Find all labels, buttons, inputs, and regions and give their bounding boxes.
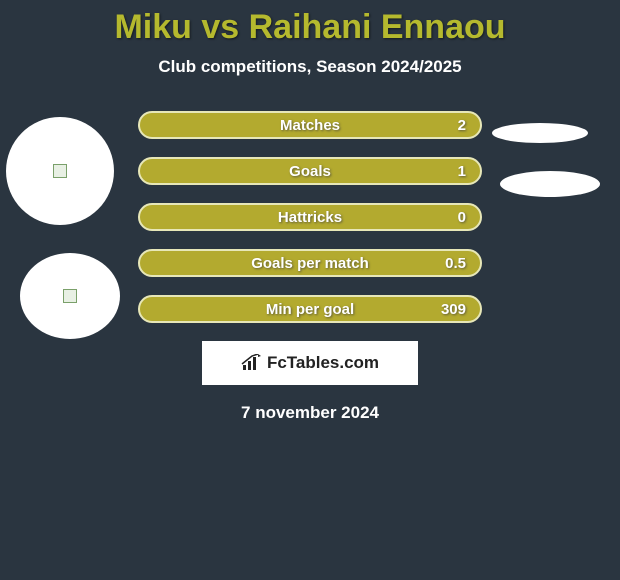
player2-avatar <box>20 253 120 339</box>
logo-text: FcTables.com <box>267 353 379 373</box>
stat-label: Goals <box>289 163 331 180</box>
stat-value: 0.5 <box>445 255 466 272</box>
stat-value: 309 <box>441 301 466 318</box>
right-pill-1 <box>492 123 588 143</box>
stat-label: Goals per match <box>251 255 369 272</box>
player1-avatar <box>6 117 114 225</box>
page-title: Miku vs Raihani Ennaou <box>0 0 620 47</box>
fctables-logo: FcTables.com <box>202 341 418 385</box>
stat-value: 0 <box>458 209 466 226</box>
bar-chart-icon <box>241 354 263 372</box>
content-area: Matches 2 Goals 1 Hattricks 0 Goals per … <box>0 111 620 423</box>
broken-image-icon <box>63 289 77 303</box>
stat-bars: Matches 2 Goals 1 Hattricks 0 Goals per … <box>138 111 482 323</box>
broken-image-icon <box>53 164 67 178</box>
stat-row-goals-per-match: Goals per match 0.5 <box>138 249 482 277</box>
stat-row-matches: Matches 2 <box>138 111 482 139</box>
stat-label: Hattricks <box>278 209 342 226</box>
stat-row-goals: Goals 1 <box>138 157 482 185</box>
page-subtitle: Club competitions, Season 2024/2025 <box>0 57 620 77</box>
stat-value: 2 <box>458 117 466 134</box>
stat-label: Matches <box>280 117 340 134</box>
stat-row-hattricks: Hattricks 0 <box>138 203 482 231</box>
stat-label: Min per goal <box>266 301 354 318</box>
stat-value: 1 <box>458 163 466 180</box>
right-pill-2 <box>500 171 600 197</box>
date-label: 7 november 2024 <box>0 403 620 423</box>
stat-row-min-per-goal: Min per goal 309 <box>138 295 482 323</box>
